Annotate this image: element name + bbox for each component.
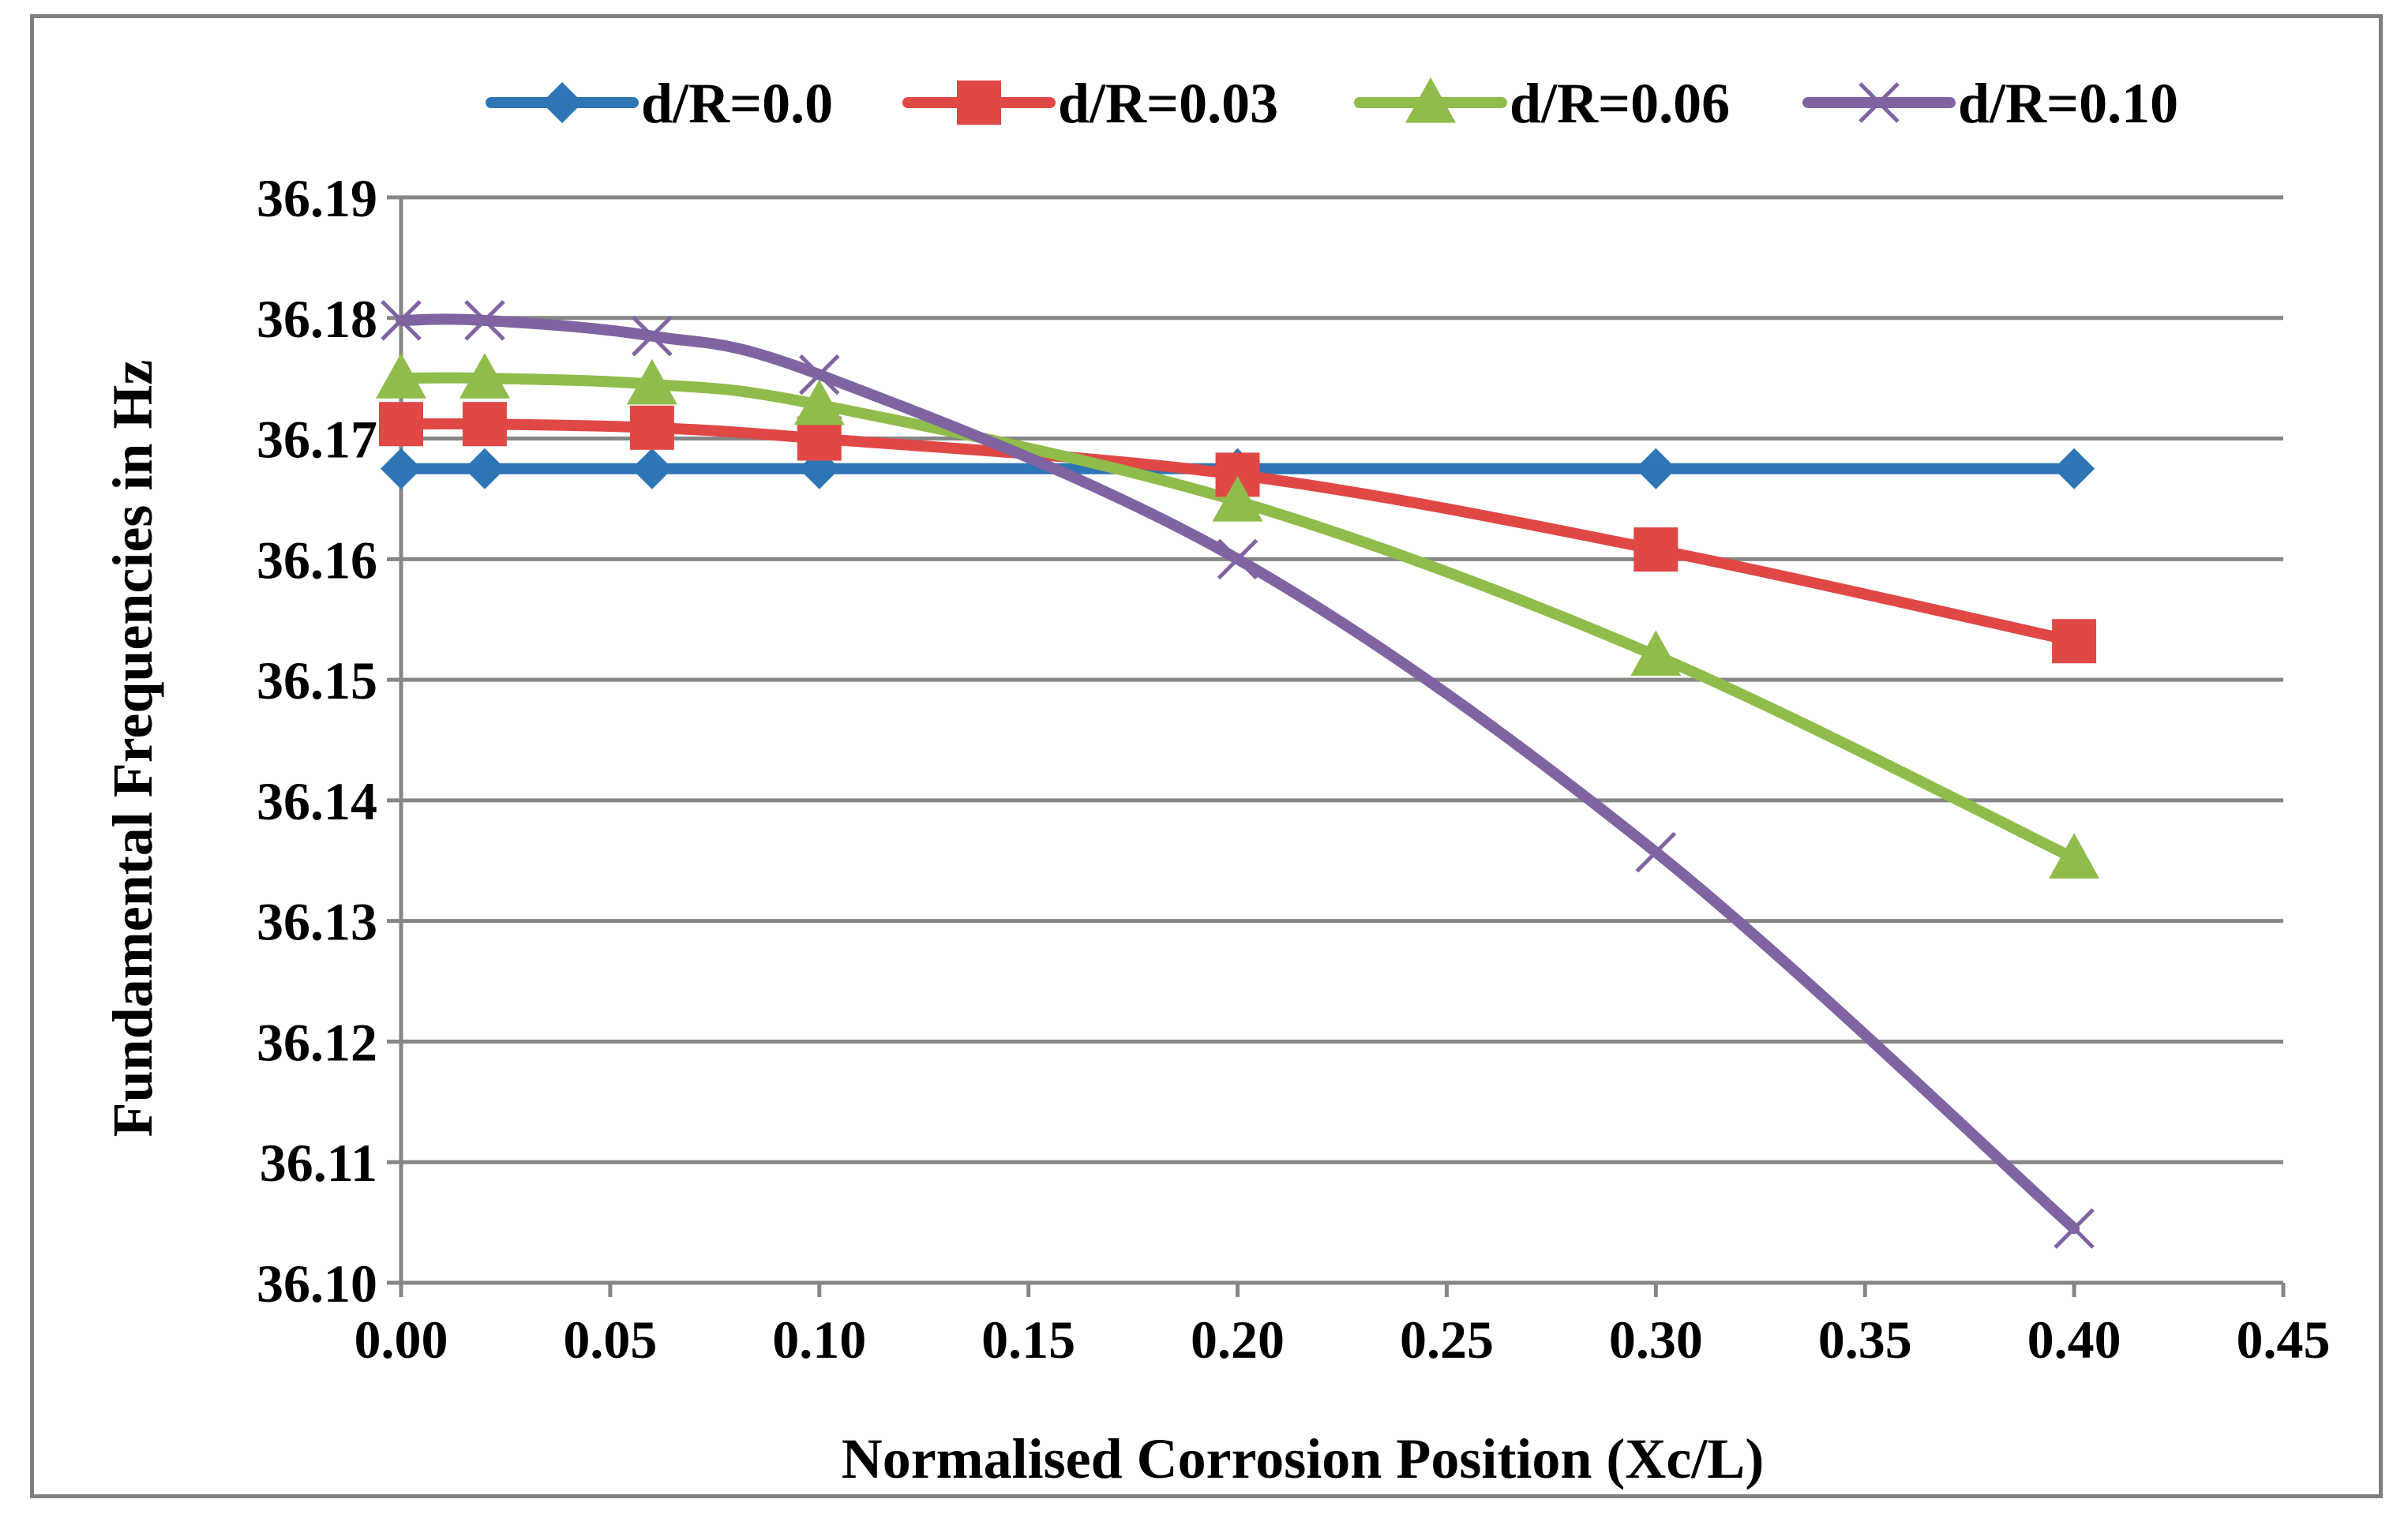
x-tick-label: 0.20 [1191,1310,1285,1370]
y-tick-label: 36.16 [257,530,377,590]
data-point-series-3 [1217,538,1258,580]
legend-label: d/R=0.10 [1958,72,2178,135]
data-point-series-2 [626,358,677,405]
grid-lines [401,195,2283,1164]
chart-frame [30,14,2383,1498]
data-point-series-1 [2052,619,2097,664]
data-point-series-0 [1635,448,1677,489]
data-point-series-3 [799,354,840,395]
y-tick-label: 36.14 [257,771,377,831]
data-point-series-0 [381,448,422,489]
x-tick-label: 0.30 [1609,1310,1703,1370]
legend-label: d/R=0.0 [641,72,833,135]
series-markers [376,300,2100,1250]
legend-label: d/R=0.06 [1510,72,1730,135]
y-tick-label: 36.11 [260,1133,377,1193]
x-marker-stroke [632,315,673,357]
legend-marker [542,82,583,123]
data-point-series-3 [464,300,505,341]
y-tick-label: 36.17 [257,410,377,470]
data-point-series-3 [2054,1208,2095,1250]
legend-item-1: d/R=0.03 [902,72,1278,135]
x-tick-label: 0.15 [981,1310,1075,1370]
y-axis-title: Fundamental Frequencies in Hz [101,360,164,1138]
y-tick-label: 36.18 [257,289,377,349]
x-marker-stroke [464,300,505,341]
y-tick-label: 36.10 [257,1254,377,1314]
data-point-series-0 [631,448,673,489]
axes [387,195,2286,1297]
x-tick-label: 0.10 [772,1310,866,1370]
x-tick-label: 0.40 [2027,1310,2121,1370]
data-point-series-0 [2054,448,2095,489]
x-axis-title: Normalised Corrosion Position (Xc/L) [842,1427,1765,1490]
legend-item-3: d/R=0.10 [1802,72,2178,135]
x-marker-stroke [2054,1208,2095,1250]
x-tick-label: 0.00 [354,1310,448,1370]
x-marker-stroke [1635,831,1677,873]
legend-item-0: d/R=0.0 [486,72,833,135]
legend: d/R=0.0 d/R=0.03 d/R=0.06 d/R=0.10 [486,72,2178,135]
series-line-3 [396,313,2080,1235]
y-tick-label: 36.15 [257,650,377,710]
legend-marker [1405,77,1456,123]
data-point-series-2 [793,379,845,425]
data-point-series-3 [1635,831,1677,873]
data-point-series-2 [376,353,426,399]
data-point-series-2 [1212,476,1263,522]
series-line-2 [396,372,2080,864]
y-tick-label: 36.19 [257,168,377,228]
series-lines [396,313,2080,1235]
x-marker-stroke [381,300,422,341]
tick-labels: 36.10 36.11 36.12 36.13 36.14 36.15 36.16 36.17… [257,168,2331,1370]
x-tick-label: 0.35 [1818,1310,1912,1370]
data-point-series-1 [629,405,674,450]
data-point-series-2 [1630,630,1682,677]
data-point-series-1 [1633,527,1678,572]
data-point-series-2 [459,353,510,399]
legend-item-2: d/R=0.06 [1354,72,1730,135]
data-point-series-1 [379,402,423,447]
legend-marker [1859,82,1900,123]
data-point-series-3 [381,300,422,341]
x-tick-label: 0.45 [2237,1310,2331,1370]
x-marker-stroke [799,354,840,395]
data-point-series-3 [632,315,673,357]
data-point-series-2 [2049,833,2100,879]
data-point-series-0 [463,448,505,489]
data-point-series-1 [462,402,507,447]
x-marker-stroke [1859,82,1900,123]
legend-marker [957,81,1001,125]
y-tick-label: 36.13 [257,892,377,952]
x-tick-label: 0.05 [563,1310,657,1370]
x-tick-label: 0.25 [1400,1310,1494,1370]
legend-label: d/R=0.03 [1058,72,1278,135]
x-marker-stroke [1217,538,1258,580]
y-tick-label: 36.12 [257,1012,377,1072]
